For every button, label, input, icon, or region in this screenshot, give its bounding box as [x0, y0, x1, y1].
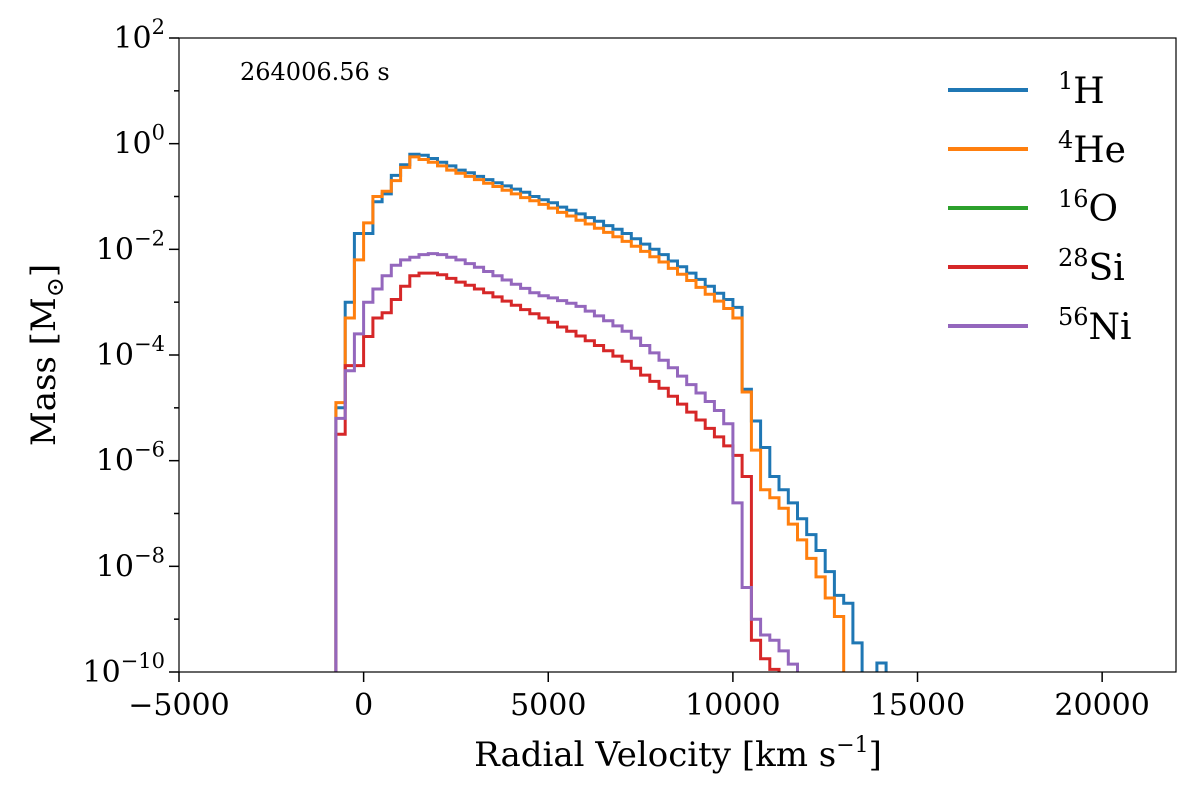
series-layer — [334, 152, 888, 672]
y-tick-label: 10−4 — [96, 332, 165, 373]
legend: 1H 4He 16O 28Si 56Ni — [948, 67, 1132, 348]
y-tick-label: 10−6 — [96, 438, 165, 479]
y-tick-label: 100 — [113, 121, 165, 162]
legend-label-4He: 4He — [1058, 126, 1126, 171]
x-tick-label: 5000 — [510, 688, 586, 723]
series-line-28Si — [334, 271, 781, 672]
x-tick-label: 20000 — [1054, 688, 1149, 723]
x-tick-label: 0 — [354, 688, 373, 723]
x-tick-label: 15000 — [870, 688, 965, 723]
legend-label-16O: 16O — [1058, 185, 1118, 230]
x-axis: −5000 0 5000 10000 15000 20000 — [128, 672, 1150, 723]
time-annotation: 264006.56 s — [240, 58, 390, 86]
y-tick-label: 10−8 — [96, 543, 165, 584]
y-tick-label: 10−10 — [82, 649, 165, 690]
series-line-4He — [334, 155, 846, 672]
legend-label-1H: 1H — [1058, 67, 1105, 112]
legend-label-28Si: 28Si — [1058, 244, 1125, 289]
x-tick-label: 10000 — [685, 688, 780, 723]
x-axis-title: Radial Velocity [km s−1] — [474, 733, 882, 775]
y-tick-label: 102 — [113, 15, 165, 56]
y-axis: 102 100 10−2 10−4 10−6 10−8 10−10 — [82, 15, 179, 690]
y-tick-label: 10−2 — [96, 226, 165, 267]
series-line-1H — [334, 152, 888, 672]
x-tick-label: −5000 — [128, 688, 229, 723]
series-line-56Ni — [334, 252, 799, 672]
legend-label-56Ni: 56Ni — [1058, 303, 1132, 348]
y-axis-title: Mass [M⊙] — [24, 264, 69, 446]
plot-frame — [178, 37, 1177, 673]
